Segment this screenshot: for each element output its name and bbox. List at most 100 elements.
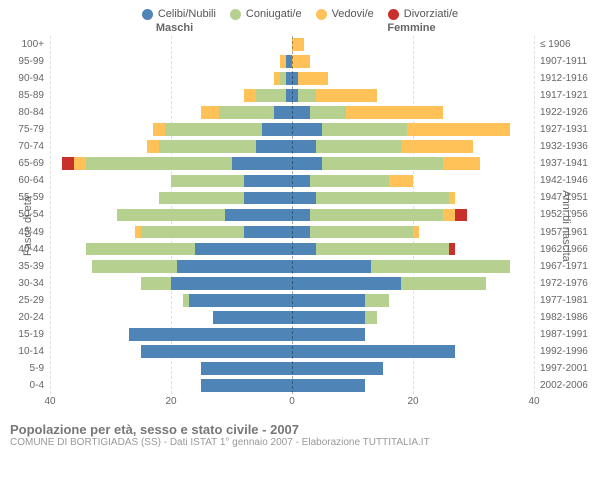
- bar-row: [50, 172, 292, 189]
- female-half: 02040: [292, 36, 534, 416]
- birth-label: 1942-1946: [540, 172, 600, 189]
- bar-seg-cel: [292, 243, 316, 256]
- bar-seg-cel: [256, 140, 292, 153]
- bar-seg-cel: [201, 362, 292, 375]
- bar-row: [292, 309, 534, 326]
- legend-dot: [230, 9, 241, 20]
- bar-seg-cel: [232, 157, 293, 170]
- legend-label: Divorziati/e: [404, 8, 458, 20]
- bar-seg-cel: [292, 294, 365, 307]
- bar-seg-cel: [201, 379, 292, 392]
- bar-seg-cel: [292, 192, 316, 205]
- bar-seg-ved: [292, 55, 310, 68]
- bar-row: [292, 224, 534, 241]
- bar-seg-ved: [147, 140, 159, 153]
- bar-seg-cel: [141, 345, 292, 358]
- legend-dot: [142, 9, 153, 20]
- legend: Celibi/NubiliConiugati/eVedovi/eDivorzia…: [0, 0, 600, 22]
- age-label: 5-9: [0, 360, 44, 377]
- bar-seg-cel: [292, 140, 316, 153]
- bar-seg-con: [401, 277, 486, 290]
- bar-seg-con: [322, 157, 443, 170]
- bar-seg-cel: [292, 328, 365, 341]
- bar-row: [50, 326, 292, 343]
- bar-row: [50, 206, 292, 223]
- bar-seg-ved: [443, 209, 455, 222]
- age-label: 60-64: [0, 172, 44, 189]
- bar-seg-cel: [292, 123, 322, 136]
- bar-row: [50, 309, 292, 326]
- age-label: 100+: [0, 36, 44, 53]
- bar-seg-cel: [292, 277, 401, 290]
- bar-seg-cel: [244, 226, 292, 239]
- birth-label: 1907-1911: [540, 53, 600, 70]
- bar-seg-ved: [401, 140, 474, 153]
- legend-item: Divorziati/e: [388, 8, 458, 20]
- bar-seg-ved: [153, 123, 165, 136]
- birth-label: 1932-1936: [540, 138, 600, 155]
- bar-row: [50, 224, 292, 241]
- bar-row: [292, 343, 534, 360]
- bar-seg-con: [298, 89, 316, 102]
- legend-item: Celibi/Nubili: [142, 8, 216, 20]
- bar-seg-cel: [225, 209, 292, 222]
- bar-seg-cel: [292, 311, 365, 324]
- bar-row: [50, 343, 292, 360]
- age-label: 30-34: [0, 275, 44, 292]
- bar-seg-cel: [129, 328, 292, 341]
- birth-label: 1937-1941: [540, 155, 600, 172]
- bar-seg-div: [62, 157, 74, 170]
- bar-seg-con: [310, 175, 389, 188]
- bar-seg-cel: [177, 260, 292, 273]
- bar-row: [292, 275, 534, 292]
- bar-row: [50, 87, 292, 104]
- footer-title: Popolazione per età, sesso e stato civil…: [10, 422, 590, 437]
- bar-seg-con: [159, 140, 256, 153]
- male-header: Maschi: [56, 22, 293, 34]
- bar-row: [292, 121, 534, 138]
- bar-seg-con: [141, 277, 171, 290]
- bar-row: [292, 87, 534, 104]
- bar-row: [292, 326, 534, 343]
- age-label: 85-89: [0, 87, 44, 104]
- bar-row: [50, 70, 292, 87]
- legend-label: Coniugati/e: [246, 8, 302, 20]
- male-rows: [50, 36, 292, 394]
- bar-seg-cel: [244, 192, 292, 205]
- bar-seg-con: [165, 123, 262, 136]
- age-label: 90-94: [0, 70, 44, 87]
- bar-seg-con: [159, 192, 244, 205]
- bar-row: [292, 36, 534, 53]
- birth-label: 1922-1926: [540, 104, 600, 121]
- bar-seg-con: [117, 209, 226, 222]
- bar-seg-ved: [74, 157, 86, 170]
- bar-seg-div: [455, 209, 467, 222]
- male-half: 2040: [50, 36, 292, 416]
- age-label: 25-29: [0, 292, 44, 309]
- bar-row: [292, 53, 534, 70]
- bar-seg-cel: [292, 362, 383, 375]
- bar-row: [50, 121, 292, 138]
- bar-seg-cel: [171, 277, 292, 290]
- legend-dot: [316, 9, 327, 20]
- bar-seg-cel: [195, 243, 292, 256]
- bar-seg-con: [141, 226, 244, 239]
- birth-label: 1917-1921: [540, 87, 600, 104]
- bar-seg-con: [86, 157, 231, 170]
- age-label: 15-19: [0, 326, 44, 343]
- birth-label: 1987-1991: [540, 326, 600, 343]
- bar-row: [292, 189, 534, 206]
- bar-seg-con: [256, 89, 286, 102]
- bar-row: [292, 138, 534, 155]
- bar-seg-cel: [292, 157, 322, 170]
- bar-seg-ved: [292, 38, 304, 51]
- xtick: 20: [407, 396, 418, 407]
- age-label: 65-69: [0, 155, 44, 172]
- age-label: 70-74: [0, 138, 44, 155]
- bar-row: [50, 241, 292, 258]
- bar-seg-con: [86, 243, 195, 256]
- bar-seg-con: [316, 243, 449, 256]
- bar-seg-con: [310, 106, 346, 119]
- bar-seg-con: [365, 311, 377, 324]
- bar-seg-ved: [316, 89, 377, 102]
